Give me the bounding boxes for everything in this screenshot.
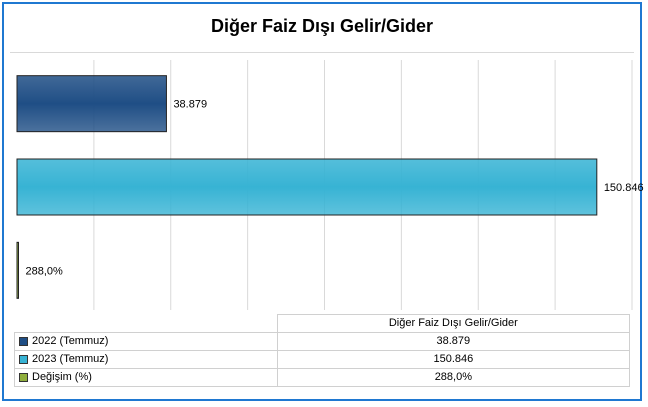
bar-2 (16, 158, 598, 216)
row-label-2022: 2022 (Temmuz) (14, 331, 278, 351)
table-row: 2023 (Temmuz) 150.846 (14, 349, 631, 369)
title-divider (10, 52, 634, 53)
row-label-2023: 2023 (Temmuz) (14, 349, 278, 369)
row-value-change: 288,0% (276, 367, 631, 387)
data-table: Diğer Faiz Dışı Gelir/Gider 2022 (Temmuz… (14, 314, 631, 387)
row-value-2022: 38.879 (276, 331, 631, 351)
chart-title: Diğer Faiz Dışı Gelir/Gider (210, 16, 434, 36)
data-label-1: 38.879 (173, 99, 207, 111)
row-label-change: Değişim (%) (14, 367, 278, 387)
legend-key-change (19, 372, 28, 382)
table-header: Diğer Faiz Dışı Gelir/Gider (276, 314, 631, 333)
table-corner (14, 314, 278, 333)
bar-1 (16, 75, 167, 133)
legend-key-2022 (19, 336, 28, 346)
table-row: 2022 (Temmuz) 38.879 (14, 331, 631, 351)
data-label-3: 288,0% (26, 265, 64, 277)
table-row: Değişim (%) 288,0% (14, 367, 631, 387)
bar-3 (16, 241, 19, 299)
row-value-2023: 150.846 (276, 349, 631, 369)
data-label-2: 150.846 (604, 182, 644, 194)
legend-key-2023 (19, 354, 28, 364)
